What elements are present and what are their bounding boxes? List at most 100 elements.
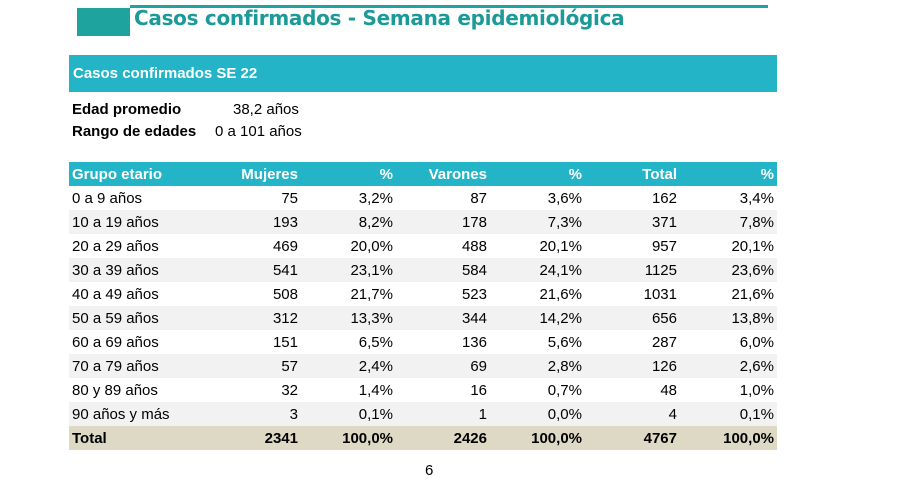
- table-header-row: Grupo etario Mujeres % Varones % Total %: [69, 162, 777, 186]
- cell-group: 50 a 59 años: [69, 306, 199, 330]
- cell-women-pct: 23,1%: [301, 258, 396, 282]
- cell-men-pct: 3,6%: [547, 189, 582, 207]
- table-row: 90 años y más 3 0,1% 1 0,0% 4 0,1%: [69, 402, 777, 426]
- cell-women: 469: [272, 237, 298, 255]
- header-group: Grupo etario: [69, 162, 199, 186]
- cell-women-pct: 21,7%: [350, 285, 393, 303]
- info-average-age: Edad promedio 38,2 años: [72, 101, 299, 118]
- section-header: Casos confirmados SE 22: [69, 55, 777, 92]
- cell-men-pct: 21,6%: [539, 285, 582, 303]
- title-accent-block: [77, 8, 130, 36]
- cell-group: 30 a 39 años: [69, 258, 199, 282]
- cell-group: 20 a 29 años: [72, 237, 159, 255]
- cell-men-pct: 20,1%: [539, 237, 582, 255]
- total-group: Total: [69, 426, 199, 450]
- cell-men: 178: [396, 210, 490, 234]
- cell-women: 57: [199, 354, 301, 378]
- cell-group: 90 años y más: [69, 402, 199, 426]
- cell-men-pct: 5,6%: [547, 333, 582, 351]
- cell-women-pct: 13,3%: [301, 306, 396, 330]
- cell-men-pct: 14,2%: [490, 306, 585, 330]
- info-label: Rango de edades: [72, 123, 197, 140]
- table-row: 10 a 19 años 193 8,2% 178 7,3% 371 7,8%: [69, 210, 777, 234]
- header-total-pct: %: [680, 162, 777, 186]
- total-total-pct: 100,0%: [680, 426, 777, 450]
- header-men: Varones: [396, 162, 490, 186]
- table-row: 30 a 39 años 541 23,1% 584 24,1% 1125 23,6%: [69, 258, 777, 282]
- cell-men: 16: [470, 381, 487, 399]
- cell-men-pct: 7,3%: [490, 210, 585, 234]
- table-row: 70 a 79 años 57 2,4% 69 2,8% 126 2,6%: [69, 354, 777, 378]
- cell-total-pct: 7,8%: [680, 210, 777, 234]
- cell-group: 80 y 89 años: [72, 381, 158, 399]
- cell-women: 508: [272, 285, 298, 303]
- total-women-pct: 100,0%: [301, 426, 396, 450]
- cell-women: 32: [281, 381, 298, 399]
- cell-total-pct: 0,1%: [680, 402, 777, 426]
- cell-women: 541: [199, 258, 301, 282]
- cell-men: 488: [461, 237, 487, 255]
- cell-total-pct: 1,0%: [739, 381, 774, 399]
- cell-women: 151: [272, 333, 298, 351]
- cell-group: 0 a 9 años: [72, 189, 143, 207]
- cell-total: 126: [585, 354, 680, 378]
- page-title: Casos confirmados - Semana epidemiológic…: [134, 6, 625, 30]
- cell-women-pct: 20,0%: [350, 237, 393, 255]
- cell-men: 344: [396, 306, 490, 330]
- header-women: Mujeres: [199, 162, 301, 186]
- total-men: 2426: [396, 426, 490, 450]
- cell-women-pct: 0,1%: [301, 402, 396, 426]
- cell-men: 87: [470, 189, 487, 207]
- header-women-pct: %: [301, 162, 396, 186]
- cell-total: 287: [651, 333, 677, 351]
- cell-women: 193: [199, 210, 301, 234]
- cell-total: 656: [585, 306, 680, 330]
- info-age-range: Rango de edades 0 a 101 años: [72, 123, 302, 140]
- page-number: 6: [425, 462, 434, 479]
- cell-total: 4: [585, 402, 680, 426]
- table-row: 20 a 29 años 469 20,0% 488 20,1% 957 20,1%: [69, 234, 777, 258]
- cell-total: 1125: [585, 258, 680, 282]
- cell-group: 60 a 69 años: [72, 333, 159, 351]
- cell-women-pct: 2,4%: [301, 354, 396, 378]
- total-row: Total 2341 100,0% 2426 100,0% 4767 100,0%: [69, 426, 777, 450]
- header-total: Total: [585, 162, 680, 186]
- cell-women: 75: [281, 189, 298, 207]
- cell-total-pct: 6,0%: [739, 333, 774, 351]
- cell-total: 48: [660, 381, 677, 399]
- info-value: 38,2 años: [233, 101, 299, 118]
- table-row: 60 a 69 años 151 6,5% 136 5,6% 287 6,0%: [69, 330, 777, 354]
- cell-men: 523: [461, 285, 487, 303]
- table-row: 80 y 89 años 32 1,4% 16 0,7% 48 1,0%: [69, 378, 777, 402]
- header-men-pct: %: [490, 162, 585, 186]
- cell-total-pct: 21,6%: [731, 285, 774, 303]
- info-value: 0 a 101 años: [215, 123, 302, 140]
- cell-women-pct: 6,5%: [358, 333, 393, 351]
- cell-women-pct: 1,4%: [358, 381, 393, 399]
- cell-group: 10 a 19 años: [69, 210, 199, 234]
- cell-men: 584: [396, 258, 490, 282]
- cell-women-pct: 3,2%: [358, 189, 393, 207]
- total-women: 2341: [199, 426, 301, 450]
- cell-total: 162: [651, 189, 677, 207]
- cell-men-pct: 2,8%: [490, 354, 585, 378]
- cell-men: 69: [396, 354, 490, 378]
- cell-total-pct: 2,6%: [680, 354, 777, 378]
- cell-total-pct: 13,8%: [680, 306, 777, 330]
- info-label: Edad promedio: [72, 101, 182, 118]
- total-men-pct: 100,0%: [490, 426, 585, 450]
- cell-total-pct: 23,6%: [680, 258, 777, 282]
- cell-women: 3: [199, 402, 301, 426]
- cell-men-pct: 0,7%: [547, 381, 582, 399]
- cell-total: 1031: [643, 285, 677, 303]
- cell-men-pct: 24,1%: [490, 258, 585, 282]
- cell-total-pct: 3,4%: [739, 189, 774, 207]
- cell-men: 136: [461, 333, 487, 351]
- cell-total: 957: [651, 237, 677, 255]
- cell-group: 70 a 79 años: [69, 354, 199, 378]
- table-row: 50 a 59 años 312 13,3% 344 14,2% 656 13,8%: [69, 306, 777, 330]
- cell-men-pct: 0,0%: [490, 402, 585, 426]
- cell-total-pct: 20,1%: [731, 237, 774, 255]
- table-row: 0 a 9 años 75 3,2% 87 3,6% 162 3,4%: [69, 186, 777, 210]
- age-group-table: Grupo etario Mujeres % Varones % Total %…: [69, 162, 777, 450]
